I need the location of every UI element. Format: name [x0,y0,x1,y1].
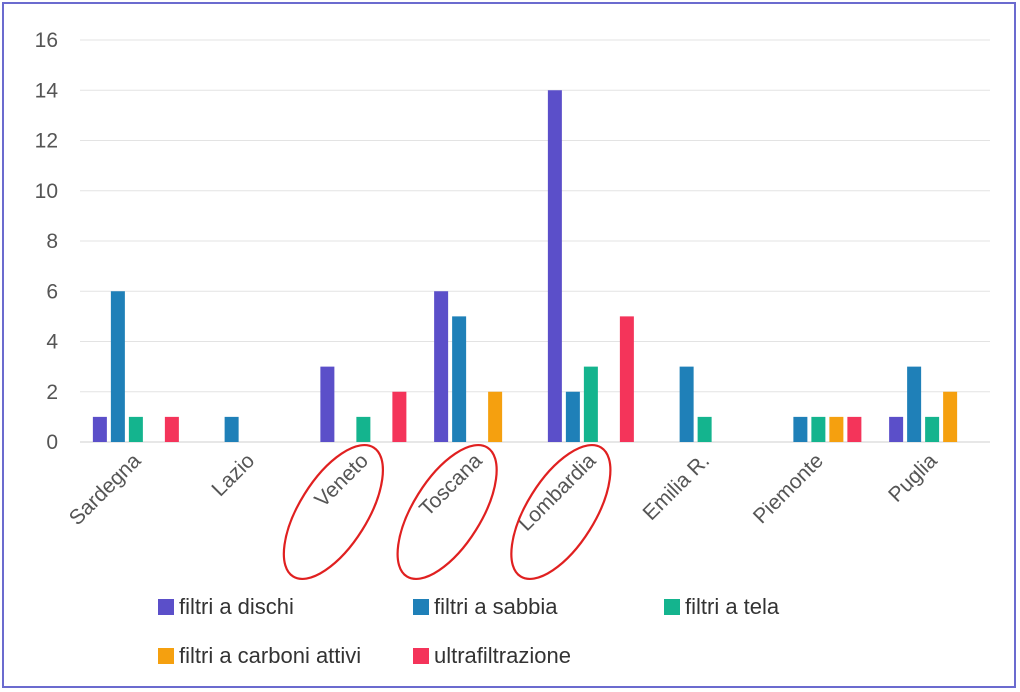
y-tick-label: 12 [35,130,58,153]
legend-swatch [413,599,429,615]
bar-veneto-0 [320,366,335,442]
bar-emilia-r-1 [679,366,694,442]
legend-label: filtri a sabbia [434,594,558,619]
bar-piemonte-2 [811,416,826,442]
highlight-ellipses [282,443,612,581]
y-axis-ticks: 0 2 4 6 8 10 12 14 16 [35,29,59,454]
y-tick-label: 2 [46,381,58,404]
bar-lombardia-1 [565,391,580,442]
bar-puglia-1 [907,366,922,442]
y-tick-label: 16 [35,29,58,52]
legend-swatch [664,599,680,615]
y-tick-label: 10 [35,180,58,203]
bar-piemonte-4 [847,416,862,442]
legend-swatch [158,648,174,664]
bar-lombardia-2 [583,366,598,442]
y-tick-label: 8 [46,230,58,253]
y-tick-label: 14 [35,79,59,102]
category-label: Puglia [884,449,942,507]
bar-veneto-4 [392,391,407,442]
bar-puglia-2 [925,416,940,442]
legend-item: filtri a carboni attivi [158,643,361,668]
bar-piemonte-1 [793,416,808,442]
bar-lazio-1 [224,416,239,442]
legend: filtri a dischi filtri a sabbia filtri a t… [158,594,780,668]
bar-toscana-1 [452,316,467,442]
y-tick-label: 0 [46,431,58,454]
x-axis-labels: Sardegna Lazio Veneto Toscana Lombardia Emili… [65,449,942,536]
bars [92,90,958,442]
category-label: Veneto [310,449,373,512]
y-tick-label: 6 [46,280,58,303]
category-label: Lazio [207,449,259,501]
bar-toscana-0 [434,291,449,442]
bar-lombardia-0 [547,90,562,442]
y-tick-label: 4 [46,331,58,354]
bar-veneto-2 [356,416,371,442]
bar-puglia-3 [943,391,958,442]
legend-label: ultrafiltrazione [434,643,571,668]
bar-puglia-0 [889,416,904,442]
legend-swatch [413,648,429,664]
legend-item: ultrafiltrazione [413,643,571,668]
bar-emilia-r-2 [697,416,712,442]
bar-sardegna-0 [92,416,107,442]
gridlines [80,39,990,443]
legend-label: filtri a carboni attivi [179,643,361,668]
bar-sardegna-2 [128,416,143,442]
category-label: Emilia R. [638,449,714,525]
legend-item: filtri a sabbia [413,594,558,619]
bar-piemonte-3 [829,416,844,442]
highlight-ellipse [510,443,612,581]
legend-label: filtri a dischi [179,594,294,619]
category-label: Toscana [415,449,487,521]
bar-lombardia-4 [619,316,634,442]
legend-swatch [158,599,174,615]
highlight-ellipse [396,443,498,581]
legend-item: filtri a dischi [158,594,294,619]
category-label: Sardegna [65,449,146,530]
legend-label: filtri a tela [685,594,780,619]
bar-sardegna-4 [164,416,179,442]
category-label: Piemonte [749,449,828,528]
legend-item: filtri a tela [664,594,780,619]
bar-toscana-3 [488,391,503,442]
highlight-ellipse [282,443,385,581]
bar-sardegna-1 [110,291,125,442]
